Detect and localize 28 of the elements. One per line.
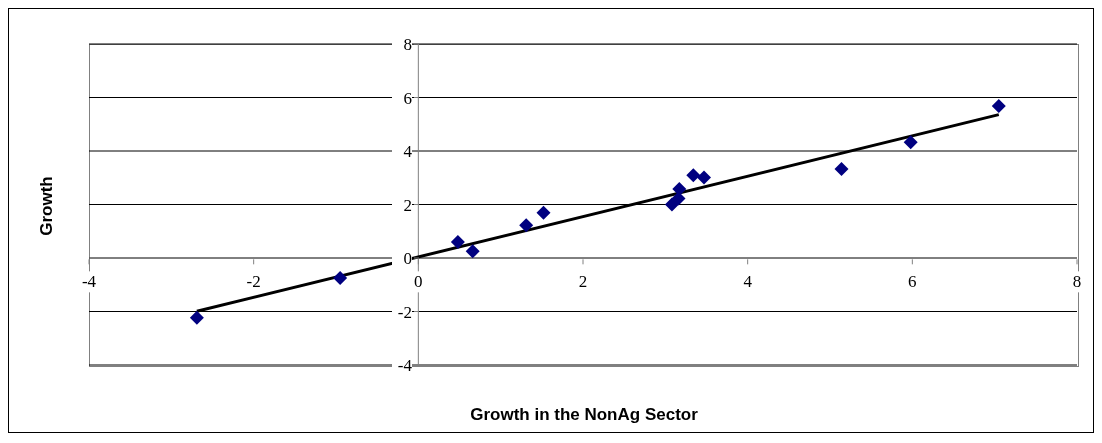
point [672,181,687,196]
point [536,205,551,220]
y-tick-label: -4 [397,356,413,375]
x-tick-label: 6 [908,272,917,292]
y-tick-label: -2 [397,302,412,322]
x-tick-label: 8 [1072,272,1082,292]
point [991,99,1006,114]
x-tick-label: 4 [743,272,753,292]
point [189,310,204,325]
y-axis-title: Growth [37,175,57,236]
point [834,161,849,176]
y-tick-label: 8 [403,35,412,54]
point [686,168,701,183]
point [697,170,712,185]
x-tick-label: 2 [578,272,588,292]
y-tick-label: 6 [403,88,412,108]
x-axis-title: Growth in the NonAg Sector [469,405,699,425]
point [519,218,534,233]
y-tick-label: 4 [403,142,413,161]
point [465,244,480,259]
x-tick-label: -2 [246,272,261,292]
y-tick-label: 2 [403,195,412,215]
point [903,135,918,150]
point [450,234,465,249]
x-tick-label: -4 [81,272,97,292]
point [333,271,348,286]
point [671,191,686,206]
y-tick-label: 0 [403,249,412,268]
